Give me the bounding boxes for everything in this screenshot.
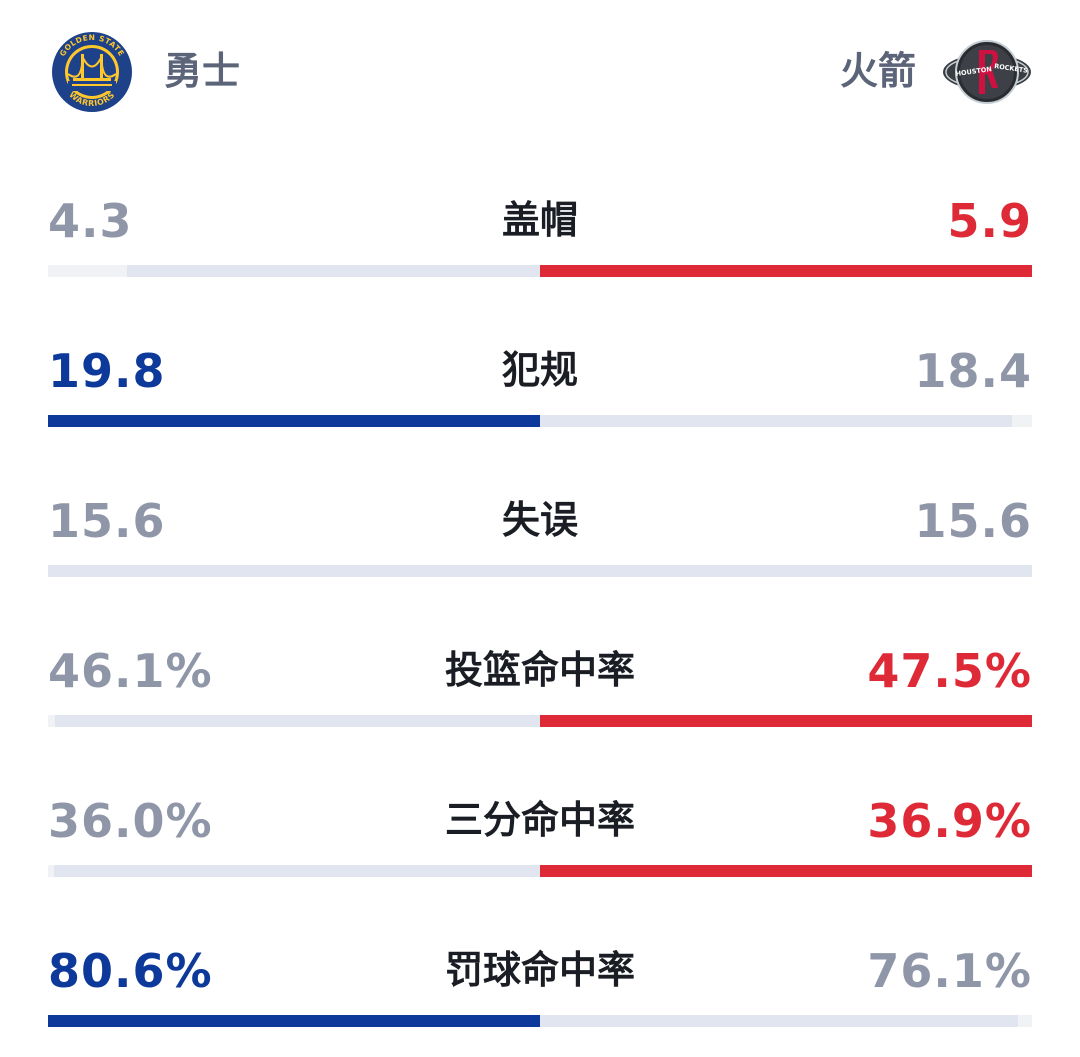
home-share-bar [48, 565, 540, 577]
comparison-bar-track [48, 265, 1032, 277]
away-stat-value: 5.9 [947, 194, 1032, 248]
away-share-bar [540, 1015, 1018, 1027]
away-stat-value: 36.9% [867, 794, 1032, 848]
home-team-name: 勇士 [164, 49, 241, 93]
away-share-bar [540, 865, 1032, 877]
comparison-bar-track [48, 415, 1032, 427]
stat-label: 投篮命中率 [444, 648, 635, 692]
home-share-bar [54, 865, 540, 877]
away-stat-value: 76.1% [867, 944, 1032, 998]
stat-label: 犯规 [501, 348, 578, 392]
stat-row-fouls: 19.8 犯规 18.4 [48, 343, 1032, 453]
comparison-bar-track [48, 1015, 1032, 1027]
home-share-bar [48, 1015, 540, 1027]
stat-label: 盖帽 [501, 198, 578, 242]
away-stat-value: 15.6 [914, 494, 1032, 548]
stat-row-3pt-pct: 36.0% 三分命中率 36.9% [48, 793, 1032, 903]
comparison-bar-track [48, 865, 1032, 877]
comparison-bar-track [48, 715, 1032, 727]
away-stat-value: 18.4 [914, 344, 1032, 398]
team-header: GOLDEN STATE WARRIORS 勇士 火箭 HOUSTON ROCK… [0, 0, 1080, 150]
stat-row-ft-pct: 80.6% 罚球命中率 76.1% [48, 943, 1032, 1053]
home-stat-value: 80.6% [48, 944, 213, 998]
away-share-bar [540, 415, 1012, 427]
home-stat-value: 19.8 [48, 344, 166, 398]
warriors-logo-icon: GOLDEN STATE WARRIORS [50, 30, 134, 114]
home-stat-value: 46.1% [48, 644, 213, 698]
home-share-bar [55, 715, 540, 727]
away-share-bar [540, 715, 1032, 727]
home-share-bar [127, 265, 540, 277]
home-stat-value: 15.6 [48, 494, 166, 548]
stat-row-fg-pct: 46.1% 投篮命中率 47.5% [48, 643, 1032, 753]
stat-label: 三分命中率 [444, 798, 635, 842]
comparison-bar-track [48, 565, 1032, 577]
stat-label: 罚球命中率 [444, 948, 635, 992]
home-stat-value: 36.0% [48, 794, 213, 848]
stat-row-blocks: 4.3 盖帽 5.9 [48, 193, 1032, 303]
rockets-logo-icon: HOUSTON ROCKETS [942, 36, 1032, 106]
away-share-bar [540, 265, 1032, 277]
home-share-bar [48, 415, 540, 427]
away-share-bar [540, 565, 1032, 577]
home-stat-value: 4.3 [48, 194, 133, 248]
away-stat-value: 47.5% [867, 644, 1032, 698]
stat-row-turnovers: 15.6 失误 15.6 [48, 493, 1032, 603]
away-team-name: 火箭 [839, 49, 916, 93]
stat-label: 失误 [501, 498, 578, 542]
